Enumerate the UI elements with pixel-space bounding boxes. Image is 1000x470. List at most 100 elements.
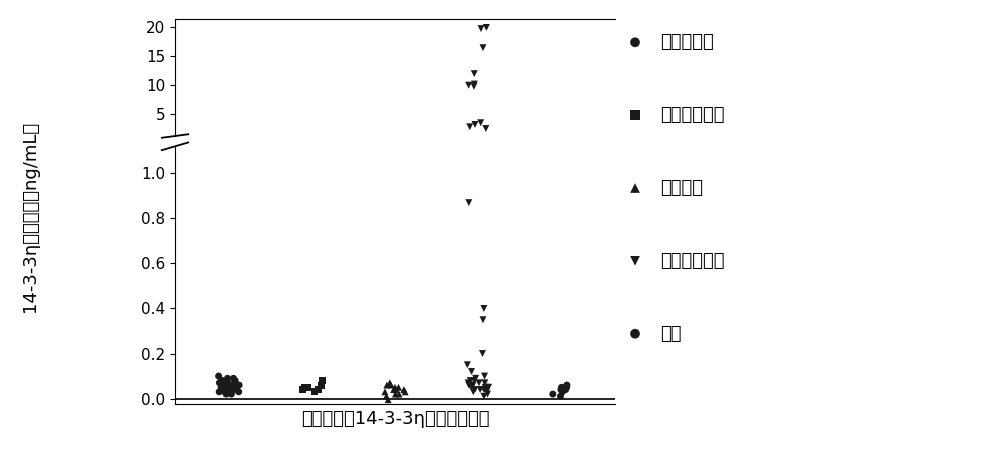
Point bbox=[314, 381, 330, 389]
Point bbox=[467, 386, 483, 393]
Point bbox=[627, 257, 643, 265]
Point bbox=[464, 368, 480, 376]
Point bbox=[231, 381, 247, 389]
Point bbox=[477, 372, 493, 380]
Point bbox=[559, 381, 575, 389]
Point bbox=[217, 388, 233, 396]
Point bbox=[223, 390, 239, 398]
Point bbox=[221, 381, 237, 389]
Point bbox=[467, 121, 483, 128]
Point bbox=[461, 381, 477, 389]
Point bbox=[545, 390, 561, 398]
Point bbox=[214, 377, 230, 384]
Point bbox=[383, 381, 399, 389]
Point bbox=[461, 381, 477, 389]
Point bbox=[306, 388, 322, 396]
Point bbox=[481, 384, 497, 391]
Point bbox=[554, 388, 570, 396]
Point bbox=[229, 384, 245, 391]
Point bbox=[226, 384, 242, 391]
Point bbox=[477, 384, 493, 391]
Text: 骨关节炎: 骨关节炎 bbox=[660, 179, 703, 197]
Point bbox=[552, 392, 568, 400]
Point bbox=[475, 316, 491, 323]
Point bbox=[391, 384, 407, 391]
Point bbox=[377, 388, 393, 396]
Point bbox=[466, 377, 482, 384]
Point bbox=[211, 388, 227, 396]
Point bbox=[211, 372, 227, 380]
Point bbox=[473, 25, 489, 32]
Point bbox=[380, 396, 396, 403]
Point bbox=[479, 384, 495, 391]
Point bbox=[379, 381, 395, 389]
Point bbox=[476, 386, 492, 393]
Point bbox=[461, 199, 477, 206]
Point bbox=[211, 379, 227, 386]
Point bbox=[627, 111, 643, 119]
Point bbox=[466, 83, 482, 90]
Point bbox=[225, 375, 241, 382]
X-axis label: 不同样品组14-3-3η蛋白检测结果: 不同样品组14-3-3η蛋白检测结果 bbox=[301, 410, 489, 428]
Point bbox=[382, 379, 398, 386]
Point bbox=[463, 384, 479, 391]
Point bbox=[553, 386, 569, 393]
Point bbox=[231, 388, 247, 396]
Point bbox=[218, 390, 234, 398]
Text: 健康体检组: 健康体检组 bbox=[660, 33, 714, 51]
Point bbox=[473, 119, 489, 126]
Point bbox=[219, 375, 235, 382]
Point bbox=[462, 123, 478, 131]
Point bbox=[460, 379, 476, 386]
Point bbox=[396, 386, 412, 393]
Point bbox=[213, 384, 229, 391]
Point bbox=[554, 384, 570, 391]
Point bbox=[391, 390, 407, 398]
Point bbox=[215, 384, 231, 391]
Point bbox=[476, 392, 492, 400]
Point bbox=[214, 384, 230, 391]
Point bbox=[223, 381, 239, 389]
Point bbox=[297, 384, 313, 391]
Point bbox=[216, 381, 232, 389]
Point bbox=[314, 377, 330, 384]
Point bbox=[480, 390, 496, 398]
Point bbox=[227, 377, 243, 384]
Point bbox=[465, 388, 481, 396]
Point bbox=[478, 24, 494, 31]
Point bbox=[462, 377, 478, 384]
Point bbox=[466, 80, 482, 88]
Point bbox=[466, 70, 482, 78]
Point bbox=[214, 381, 230, 389]
Point bbox=[474, 350, 490, 357]
Point bbox=[465, 381, 481, 389]
Point bbox=[387, 384, 403, 391]
Point bbox=[461, 81, 477, 89]
Point bbox=[468, 375, 484, 382]
Point bbox=[477, 379, 493, 386]
Point bbox=[223, 386, 239, 393]
Point bbox=[311, 386, 327, 393]
Point bbox=[475, 44, 491, 51]
Point bbox=[387, 390, 403, 398]
Point bbox=[627, 184, 643, 192]
Point bbox=[228, 386, 244, 393]
Point bbox=[558, 386, 574, 393]
Point bbox=[295, 386, 311, 393]
Point bbox=[300, 384, 316, 391]
Point bbox=[476, 305, 492, 312]
Point bbox=[388, 386, 404, 393]
Text: 强直性脊柱炎: 强直性脊柱炎 bbox=[660, 106, 724, 124]
Point bbox=[214, 377, 230, 384]
Point bbox=[459, 361, 475, 368]
Point bbox=[216, 386, 232, 393]
Point bbox=[386, 386, 402, 393]
Text: 14-3-3η蛋白浓度（ng/mL）: 14-3-3η蛋白浓度（ng/mL） bbox=[21, 121, 39, 312]
Point bbox=[214, 379, 230, 386]
Point bbox=[559, 384, 575, 391]
Point bbox=[472, 386, 488, 393]
Point bbox=[471, 379, 487, 386]
Point bbox=[627, 39, 643, 46]
Point bbox=[378, 392, 394, 400]
Point bbox=[397, 388, 413, 396]
